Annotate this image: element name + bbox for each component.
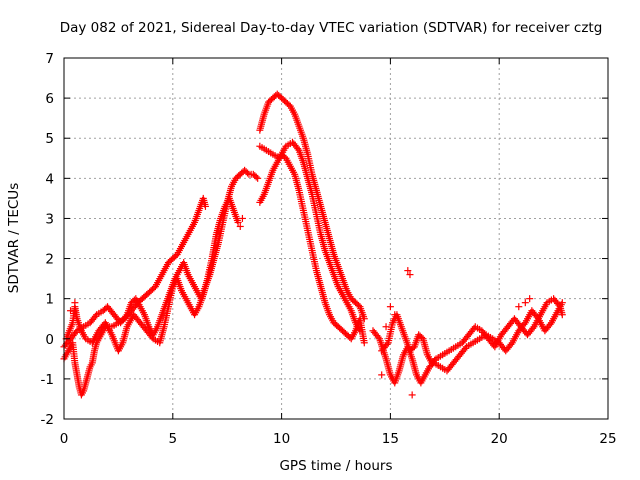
- data-point: [461, 344, 469, 352]
- data-point: [546, 320, 554, 328]
- y-tick-label: 1: [45, 292, 54, 308]
- grid-lines: [64, 58, 608, 419]
- y-tick-label: 2: [45, 252, 54, 268]
- data-point: [254, 174, 262, 182]
- data-point: [555, 301, 563, 309]
- data-point: [122, 312, 130, 320]
- data-point: [431, 356, 439, 364]
- data-point: [382, 323, 390, 331]
- data-point: [244, 169, 252, 177]
- y-tick-label: -1: [41, 372, 54, 388]
- data-point: [383, 340, 391, 348]
- data-point: [238, 214, 246, 222]
- data-point: [515, 303, 523, 311]
- data-points: [60, 90, 566, 399]
- x-tick-labels: 0 5 10 15 20 25: [60, 431, 617, 447]
- y-tick-label: 4: [45, 171, 54, 187]
- data-point: [294, 145, 302, 153]
- x-tick-label: 20: [491, 431, 508, 447]
- data-point: [252, 173, 260, 181]
- data-point: [374, 333, 382, 341]
- data-point: [521, 299, 529, 307]
- data-point: [91, 312, 99, 320]
- y-tick-label: 5: [45, 131, 54, 147]
- data-point: [71, 299, 79, 307]
- data-point: [558, 311, 566, 319]
- y-tick-label: 0: [45, 332, 54, 348]
- data-point: [67, 307, 75, 315]
- data-point: [356, 327, 364, 335]
- data-point: [391, 311, 399, 319]
- data-point: [529, 324, 537, 332]
- data-point: [148, 333, 156, 341]
- plot-frame: [63, 57, 609, 420]
- x-tick-label: 25: [599, 431, 616, 447]
- y-tick-label: 6: [45, 91, 54, 107]
- y-axis-label: SDTVAR / TECUs: [6, 183, 22, 293]
- data-point: [234, 218, 242, 226]
- x-tick-label: 0: [60, 431, 69, 447]
- data-point: [236, 222, 244, 230]
- data-point: [386, 303, 394, 311]
- x-tick-label: 5: [169, 431, 178, 447]
- data-point: [526, 295, 534, 303]
- y-tick-label: -2: [41, 412, 54, 428]
- data-point: [408, 391, 416, 399]
- data-point: [360, 339, 368, 347]
- data-point: [507, 340, 515, 348]
- data-point: [406, 271, 414, 279]
- data-point: [404, 267, 412, 275]
- data-point: [72, 328, 80, 336]
- data-point: [201, 202, 209, 210]
- axis-ticks: [63, 57, 609, 420]
- x-axis-label: GPS time / hours: [279, 458, 392, 474]
- y-tick-label: 7: [45, 51, 54, 67]
- x-tick-label: 15: [382, 431, 399, 447]
- chart-title: Day 082 of 2021, Sidereal Day-to-day VTE…: [60, 20, 603, 36]
- y-tick-labels: -2 -1 0 1 2 3 4 5 6 7: [41, 51, 54, 428]
- y-tick-label: 3: [45, 211, 54, 227]
- x-tick-label: 10: [273, 431, 290, 447]
- data-point: [378, 371, 386, 379]
